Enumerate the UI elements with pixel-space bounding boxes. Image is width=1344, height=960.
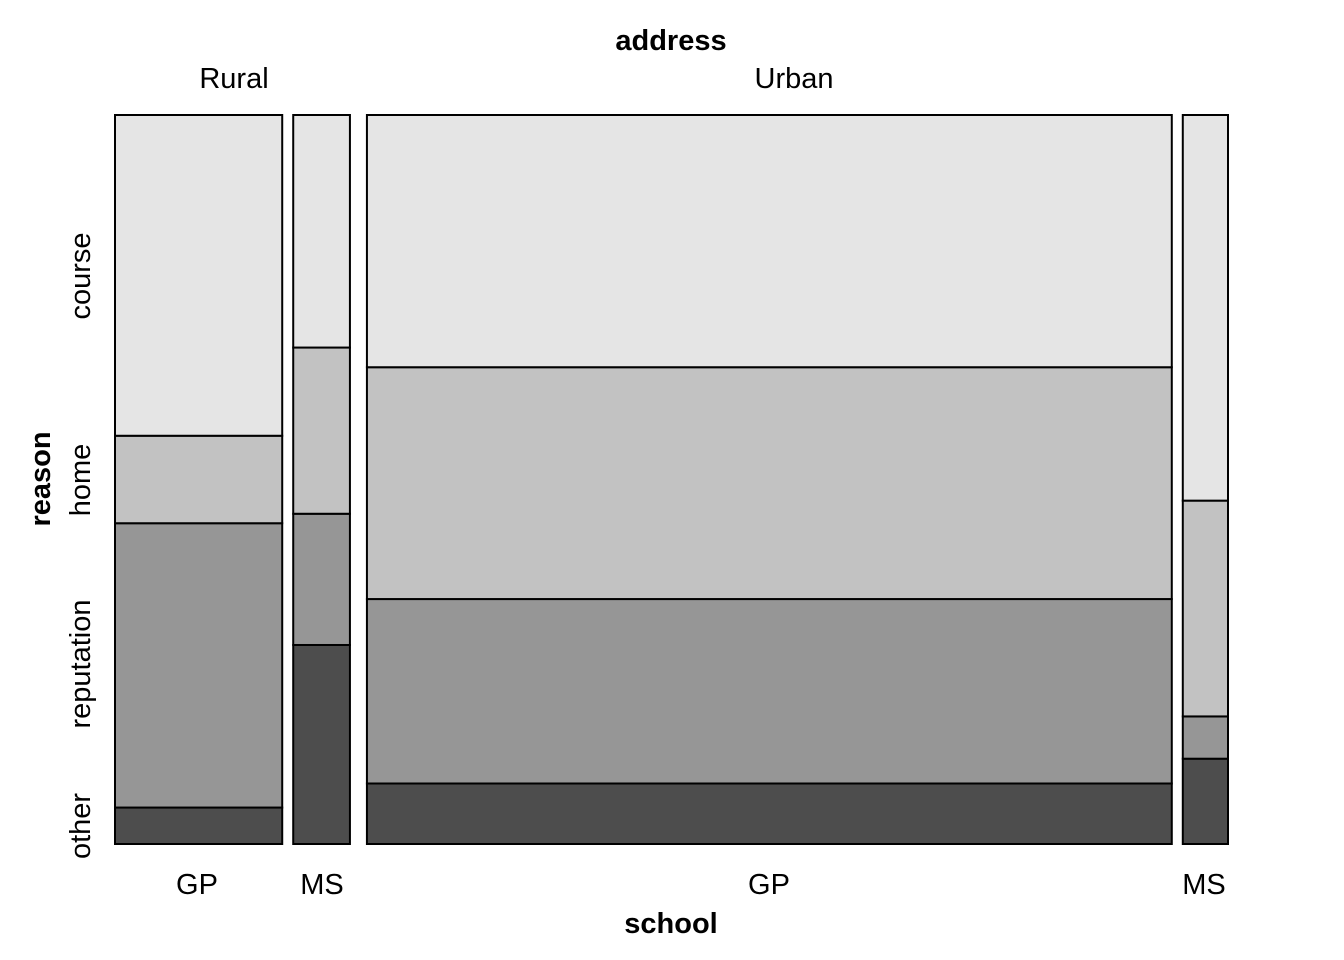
- address-label-urban: Urban: [755, 63, 834, 95]
- reason-label-reputation: reputation: [65, 600, 97, 729]
- tile-rural-gp-reputation: [114, 522, 284, 809]
- tile-rural-gp-course: [114, 114, 284, 437]
- y-axis-title: reason: [25, 431, 57, 526]
- mosaic-cells: [114, 114, 1229, 845]
- school-label-urban-gp: GP: [748, 869, 790, 901]
- tile-rural-gp-other: [114, 806, 284, 845]
- top-axis-title: address: [615, 25, 726, 57]
- tile-urban-ms-course: [1181, 114, 1229, 502]
- reason-label-home: home: [65, 444, 97, 517]
- tile-urban-ms-other: [1181, 757, 1229, 845]
- address-label-rural: Rural: [199, 63, 268, 95]
- reason-label-course: course: [65, 232, 97, 319]
- tile-rural-gp-home: [114, 434, 284, 525]
- x-axis-title: school: [624, 908, 717, 940]
- tile-urban-gp-reputation: [365, 598, 1173, 785]
- tile-urban-gp-other: [365, 782, 1173, 845]
- tile-rural-ms-reputation: [292, 512, 351, 646]
- tile-urban-gp-home: [365, 366, 1173, 601]
- school-label-rural-gp: GP: [176, 869, 218, 901]
- tile-urban-gp-course: [365, 114, 1173, 369]
- tile-urban-ms-reputation: [1181, 715, 1229, 760]
- tile-rural-ms-home: [292, 346, 351, 515]
- reason-label-other: other: [65, 793, 97, 859]
- tile-rural-ms-course: [292, 114, 351, 349]
- tile-rural-ms-other: [292, 643, 351, 845]
- tile-urban-ms-home: [1181, 499, 1229, 718]
- school-label-rural-ms: MS: [300, 869, 344, 901]
- school-label-urban-ms: MS: [1182, 869, 1226, 901]
